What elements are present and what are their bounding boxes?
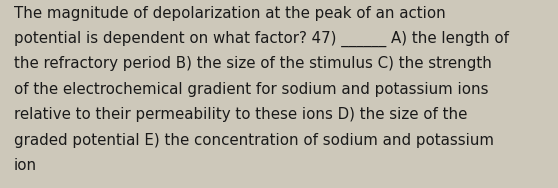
Text: the refractory period B) the size of the stimulus C) the strength: the refractory period B) the size of the…: [14, 56, 492, 71]
Text: The magnitude of depolarization at the peak of an action: The magnitude of depolarization at the p…: [14, 6, 446, 21]
Text: potential is dependent on what factor? 47) ______ A) the length of: potential is dependent on what factor? 4…: [14, 31, 509, 47]
Text: of the electrochemical gradient for sodium and potassium ions: of the electrochemical gradient for sodi…: [14, 82, 488, 97]
Text: ion: ion: [14, 158, 37, 173]
Text: graded potential E) the concentration of sodium and potassium: graded potential E) the concentration of…: [14, 133, 494, 148]
Text: relative to their permeability to these ions D) the size of the: relative to their permeability to these …: [14, 107, 468, 122]
